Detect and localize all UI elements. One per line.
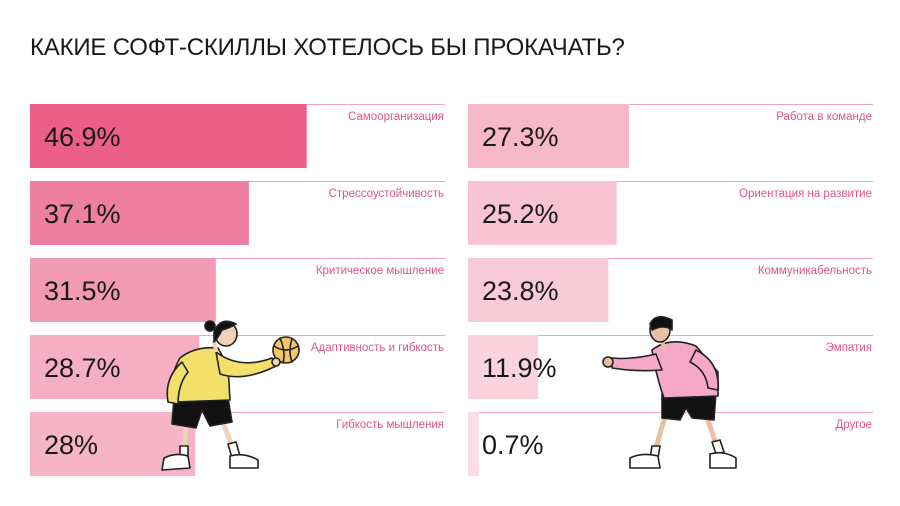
bar-category-label: Стрессоустойчивость [329,188,444,200]
bar [30,258,216,322]
bar-value-label: 37.1% [44,199,121,229]
bar-value-label: 28% [44,430,98,460]
bar-category-label: Ориентация на развитие [739,188,872,200]
bar [30,104,307,168]
bar-category-label: Коммуникабельность [758,265,872,277]
bar-value-label: 27.3% [482,122,559,152]
boy-illustration [602,316,737,469]
bar [468,258,609,322]
bar-value-label: 46.9% [44,122,121,152]
bar-value-label: 31.5% [44,276,121,306]
bar-category-label: Другое [835,419,872,431]
bar [468,335,539,399]
bar [30,181,249,245]
bar [468,104,630,168]
bar [468,181,617,245]
bar-category-label: Работа в команде [776,111,872,123]
bar-value-label: 23.8% [482,276,559,306]
bar-value-label: 28.7% [44,353,121,383]
bar-category-label: Критическое мышление [316,265,444,277]
bar-value-label: 11.9% [482,353,557,383]
girl-with-ball-illustration [161,320,300,471]
bar [468,412,479,476]
bar-category-label: Самоорганизация [348,111,444,123]
bar-category-label: Гибкость мышления [336,419,444,431]
bar-category-label: Эмпатия [826,342,872,354]
bar-value-label: 0.7% [482,430,544,460]
page-title: КАКИЕ СОФТ-СКИЛЛЫ ХОТЕЛОСЬ БЫ ПРОКАЧАТЬ? [30,34,625,61]
bar-category-label: Адаптивность и гибкость [311,342,444,354]
bar-value-label: 25.2% [482,199,559,229]
